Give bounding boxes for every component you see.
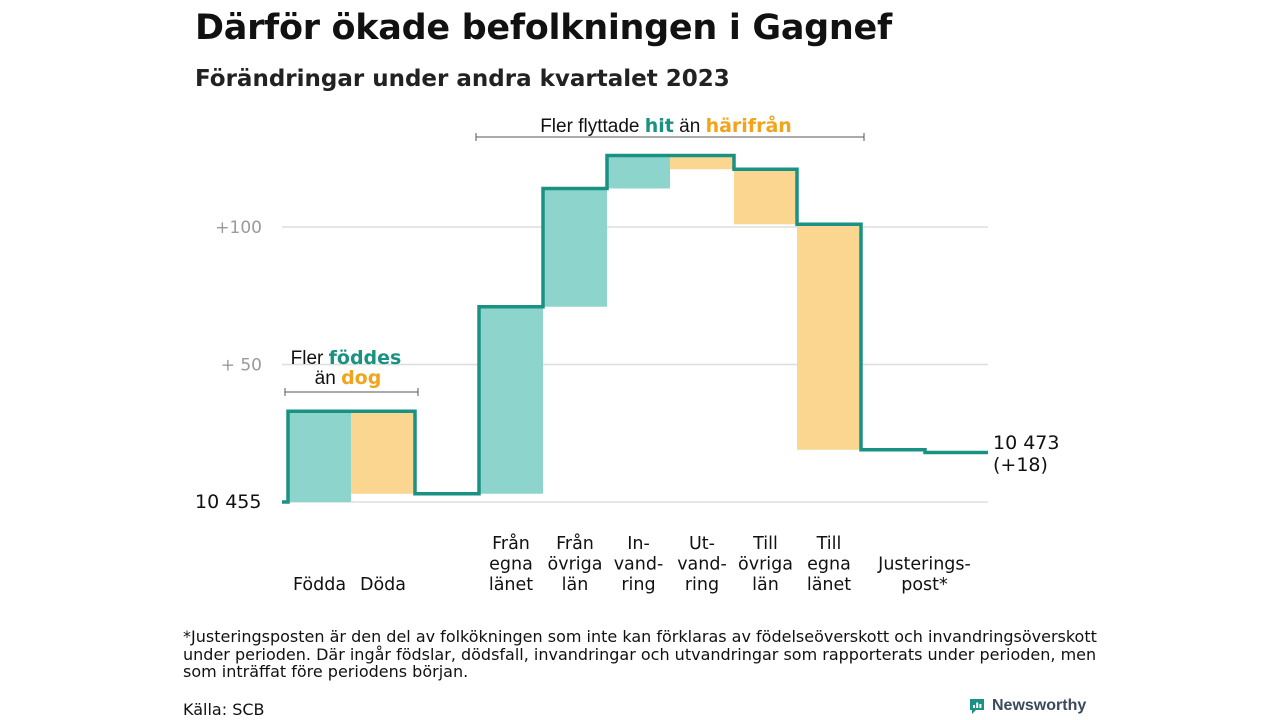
deaths-annotation-highlight: dog: [341, 367, 381, 389]
moves-annotation-out: härifrån: [706, 113, 792, 137]
category-label-2-0: Från: [492, 533, 530, 554]
category-label-8-0: Justerings-: [877, 555, 971, 575]
bar-5: [670, 155, 734, 170]
category-label-3-1: övriga: [548, 555, 603, 575]
brand: Newsworthy: [968, 697, 1086, 715]
end-value-label: 10 473: [993, 432, 1059, 454]
source-note: Källa: SCB: [183, 700, 265, 719]
category-label-5-1: vand-: [677, 555, 727, 575]
category-label-4-1: vand-: [614, 555, 664, 575]
newsworthy-logo-icon: [970, 699, 984, 714]
start-value-label: 10 455: [195, 491, 261, 513]
category-label-3-2: län: [562, 575, 589, 595]
bar-6: [734, 169, 797, 225]
category-label-6-0: Till: [752, 534, 778, 554]
births-annotation-prefix: Fler: [291, 348, 329, 369]
category-label-8-1: post*: [901, 575, 948, 595]
births-annotation-line2: än dog: [315, 367, 382, 389]
chart-subtitle: Förändringar under andra kvartalet 2023: [195, 66, 730, 92]
deaths-annotation-prefix: än: [315, 368, 341, 389]
cumulative-step-line: [282, 153, 988, 504]
category-label-1-0: Döda: [360, 575, 406, 595]
bar-7: [797, 224, 861, 450]
moves-annotation: Fler flyttade hit än härifrån: [540, 113, 792, 137]
bar-0: [288, 411, 351, 502]
chart-title: Därför ökade befolkningen i Gagnef: [195, 8, 892, 48]
y-tick-label-1: + 50: [221, 356, 262, 376]
births-annotation-line1: Fler föddes: [291, 347, 402, 369]
y-tick-label-0: +100: [215, 218, 262, 238]
bar-1: [351, 411, 415, 494]
category-label-3-0: Från: [556, 533, 594, 554]
category-label-5-2: ring: [685, 575, 719, 595]
moves-annotation-middle: än: [674, 116, 706, 137]
end-change-label: (+18): [993, 454, 1048, 476]
category-label-6-1: övriga: [738, 555, 793, 575]
bar-4: [607, 155, 670, 189]
brand-name: Newsworthy: [992, 697, 1087, 714]
category-label-5-0: Ut-: [689, 534, 715, 554]
category-label-0-0: Födda: [293, 575, 346, 595]
category-label-4-0: In-: [627, 534, 650, 554]
moves-annotation-in: hit: [645, 115, 674, 137]
bar-2: [479, 306, 543, 494]
category-label-2-2: länet: [489, 575, 533, 595]
category-label-7-1: egna: [807, 555, 851, 575]
bar-3: [543, 188, 607, 307]
moves-annotation-prefix: Fler flyttade: [540, 116, 645, 137]
category-label-7-0: Till: [816, 534, 842, 554]
category-label-4-2: ring: [621, 575, 655, 595]
category-label-7-2: länet: [807, 575, 851, 595]
category-label-6-2: län: [752, 575, 779, 595]
footnote: *Justeringsposten är den del av folkökni…: [183, 627, 1097, 681]
births-annotation-highlight: föddes: [329, 347, 402, 369]
category-label-2-1: egna: [489, 555, 533, 575]
